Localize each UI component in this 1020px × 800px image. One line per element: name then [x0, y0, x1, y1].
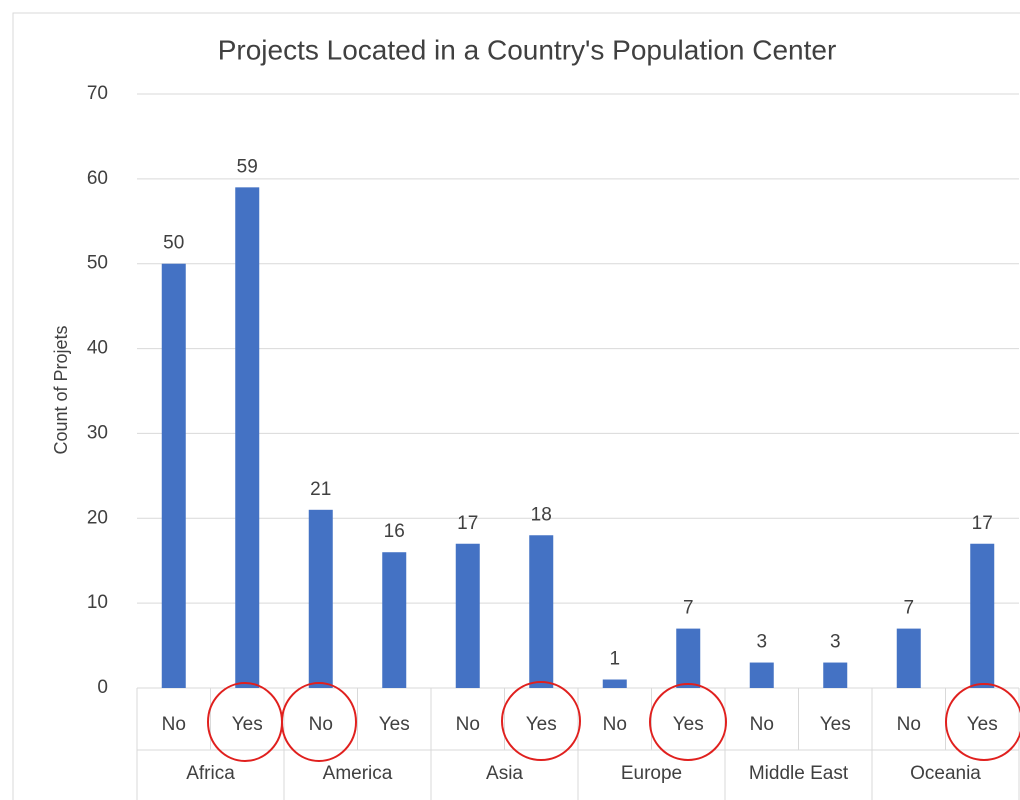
x-tick-label: Yes [379, 714, 410, 735]
bar [235, 187, 260, 689]
y-tick-label: 70 [87, 83, 108, 104]
y-tick-label: 30 [87, 422, 108, 443]
circle-annotation [945, 683, 1020, 761]
data-label: 21 [310, 479, 331, 500]
bar [308, 509, 333, 688]
data-label: 17 [457, 513, 478, 534]
group-label: Middle East [749, 763, 849, 784]
bar [896, 628, 921, 688]
group-label: Oceania [910, 763, 981, 784]
circle-annotation [501, 681, 581, 761]
data-label: 17 [972, 513, 993, 534]
bar [823, 662, 848, 688]
group-label: America [323, 763, 393, 784]
data-label: 18 [531, 504, 552, 525]
x-tick-label: No [750, 714, 774, 735]
bar [382, 552, 407, 688]
group-label: Asia [486, 763, 523, 784]
data-label: 50 [163, 233, 184, 254]
y-tick-label: 50 [87, 253, 108, 274]
x-tick-label: Yes [967, 714, 998, 735]
y-tick-label: 40 [87, 338, 108, 359]
annotations [207, 681, 1020, 762]
data-label: 3 [830, 632, 841, 653]
y-tick-label: 10 [87, 592, 108, 613]
data-label: 16 [384, 521, 405, 542]
plot: 0 10 20 30 40 50 60 70 Africa America Asia Europe Mi… [87, 83, 1020, 800]
data-label: 7 [903, 598, 914, 619]
bar [161, 263, 186, 688]
x-tick-label: No [603, 714, 627, 735]
x-tick-label: No [897, 714, 921, 735]
bar [455, 543, 480, 688]
data-label: 7 [683, 598, 694, 619]
circle-annotation [649, 683, 727, 761]
bar [602, 679, 627, 688]
x-tick-label: No [162, 714, 186, 735]
bar [529, 535, 554, 688]
bar [749, 662, 774, 688]
data-label: 1 [609, 649, 620, 670]
group-label: Europe [621, 763, 682, 784]
group-label: Africa [186, 763, 235, 784]
data-label: 59 [237, 156, 258, 177]
x-tick-label: Yes [526, 714, 557, 735]
circle-annotation [281, 682, 357, 762]
y-axis-label: Count of Projets [51, 325, 71, 454]
x-tick-label: No [309, 714, 333, 735]
x-tick-label: Yes [232, 714, 263, 735]
x-tick-label: No [456, 714, 480, 735]
x-tick-label: Yes [673, 714, 704, 735]
data-label: 3 [756, 632, 767, 653]
y-tick-label: 60 [87, 168, 108, 189]
bar [676, 628, 701, 688]
x-tick-label: Yes [820, 714, 851, 735]
y-tick-label: 20 [87, 507, 108, 528]
y-tick-label: 0 [97, 677, 108, 698]
chart-title: Projects Located in a Country's Populati… [218, 34, 837, 65]
bar [970, 543, 995, 688]
